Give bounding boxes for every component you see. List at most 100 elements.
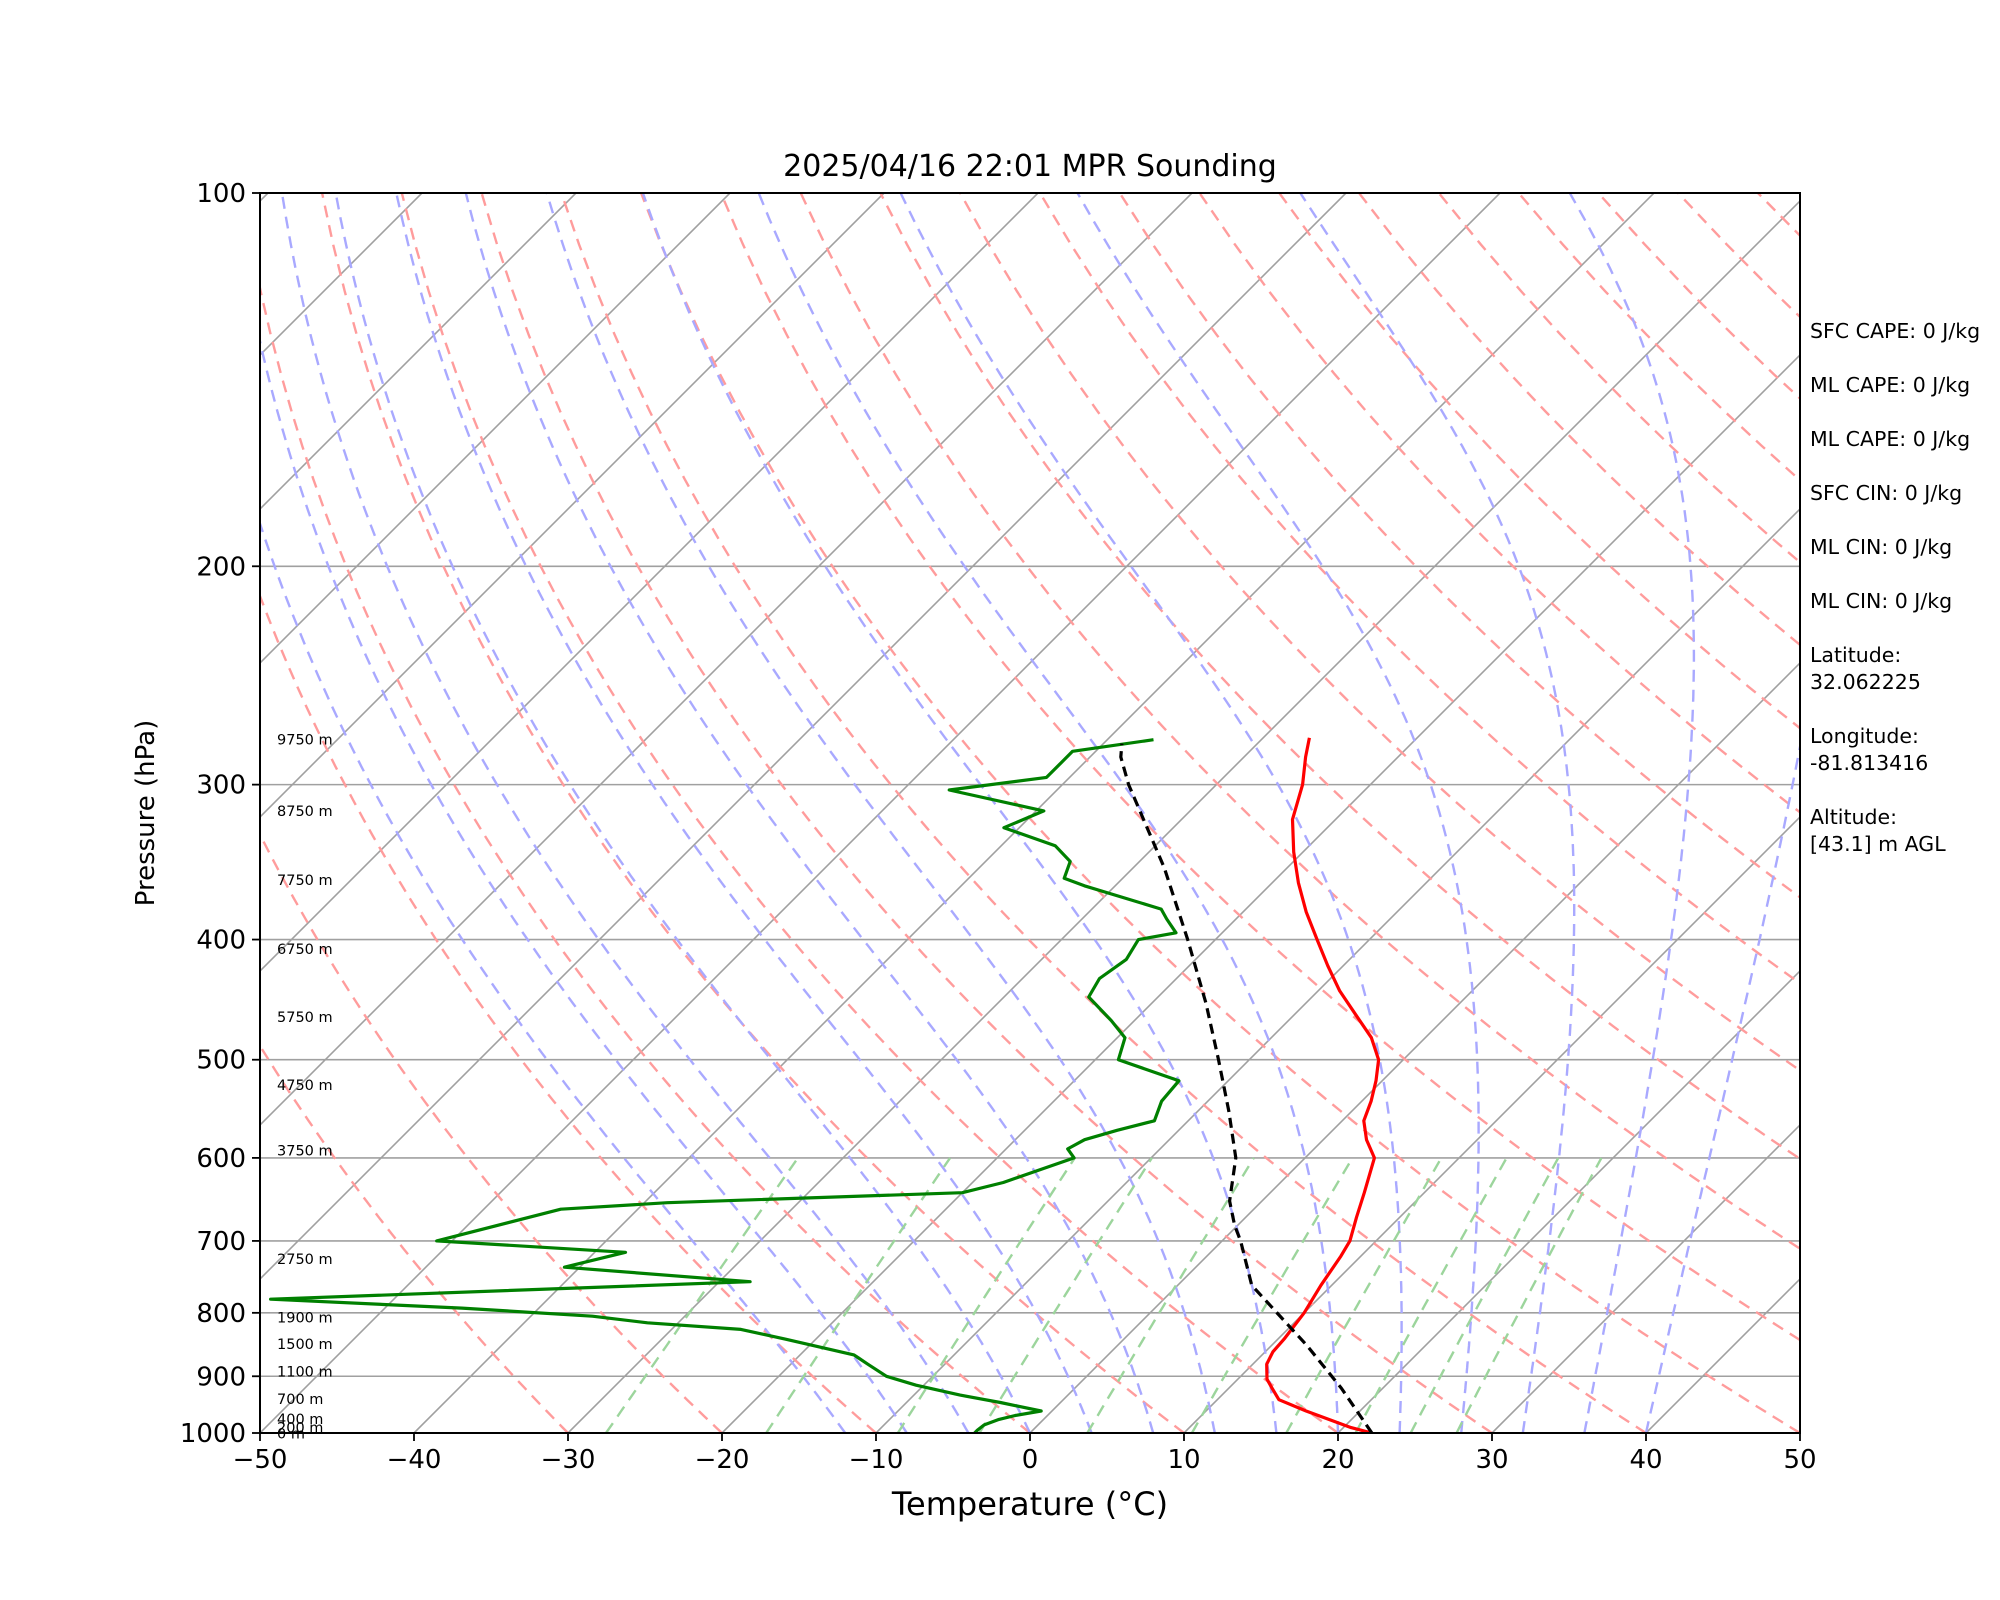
height-label: 3750 m	[277, 1144, 333, 1160]
x-tick-label: −20	[695, 1445, 750, 1475]
height-label: 1100 m	[277, 1364, 333, 1380]
dry-adiabat	[480, 193, 1493, 1433]
stat-line: ML CAPE: 0 J/kg	[1810, 373, 1971, 397]
moist-adiabat	[899, 193, 1403, 1433]
dry-adiabat	[1198, 193, 1800, 814]
height-label: 1900 m	[277, 1311, 333, 1327]
isotherm--30	[567, 199, 1800, 1433]
y-tick-label: 1000	[180, 1419, 246, 1449]
isotherm--110	[260, 193, 577, 511]
parcel-profile	[1119, 743, 1374, 1433]
altitude-label: Altitude:	[1810, 805, 1898, 829]
x-tick-label: −10	[849, 1445, 904, 1475]
isotherm--70	[260, 193, 1193, 1127]
height-label: 4750 m	[277, 1078, 333, 1094]
height-label: 0 m	[277, 1427, 305, 1443]
stat-line: ML CIN: 0 J/kg	[1810, 589, 1953, 613]
dry-adiabat	[320, 193, 1185, 1433]
x-tick-label: 20	[1321, 1445, 1354, 1475]
x-tick-label: 0	[1022, 1445, 1039, 1475]
y-tick-label: 700	[196, 1227, 246, 1257]
latitude-value: 32.062225	[1810, 670, 1921, 694]
stat-list: SFC CAPE: 0 J/kg ML CAPE: 0 J/kg ML CAPE: …	[1810, 318, 1995, 642]
isotherm--80	[260, 193, 1039, 973]
height-label: 9750 m	[277, 733, 333, 749]
height-label: 400 m	[277, 1412, 323, 1428]
moist-adiabat	[757, 193, 1340, 1433]
y-tick-label: 800	[196, 1299, 246, 1329]
moist-adiabat	[641, 193, 1278, 1433]
y-tick-label: 500	[196, 1046, 246, 1076]
isotherm--50	[260, 193, 1501, 1433]
stat-line: ML CIN: 0 J/kg	[1810, 535, 1953, 559]
y-tick-label: 600	[196, 1144, 246, 1174]
dry-adiabat	[879, 193, 1800, 1161]
dry-adiabat	[560, 193, 1647, 1433]
moist-adiabat	[1568, 193, 1696, 1433]
moist-adiabat	[334, 193, 1032, 1433]
isotherm-30	[1491, 1123, 1800, 1433]
temperature-profile	[1265, 737, 1381, 1433]
dry-adiabat	[1118, 193, 1800, 899]
height-label: 2750 m	[277, 1252, 333, 1268]
mixing-ratio-line	[1455, 1157, 1603, 1433]
moist-adiabat	[280, 193, 970, 1433]
mixing-ratio-line	[1086, 1157, 1255, 1433]
dry-adiabat	[1278, 193, 1800, 730]
dry-adiabat	[1038, 193, 1800, 985]
y-tick-label: 400	[196, 926, 246, 956]
dry-adiabat	[799, 193, 1800, 1251]
isotherm--90	[260, 193, 885, 819]
height-label: 700 m	[277, 1392, 323, 1408]
mixing-ratio-line	[1190, 1157, 1354, 1433]
isotherm--60	[260, 193, 1347, 1281]
dry-adiabat	[260, 1043, 569, 1433]
longitude-value: -81.813416	[1810, 751, 1929, 775]
moist-adiabat	[545, 193, 1216, 1433]
x-tick-label: 40	[1629, 1445, 1662, 1475]
dewpoint-profile	[269, 738, 1181, 1433]
y-tick-label: 900	[196, 1362, 246, 1392]
isotherm--100	[260, 193, 731, 665]
mixing-ratio-line	[1409, 1157, 1560, 1433]
moist-adiabat	[1644, 740, 1800, 1433]
longitude-label: Longitude:	[1810, 724, 1919, 748]
moist-adiabat	[260, 519, 847, 1433]
isotherm-10	[1183, 815, 1800, 1433]
longitude-block: Longitude: -81.813416	[1810, 723, 1995, 804]
dry-adiabat	[400, 193, 1339, 1433]
mixing-ratio-line	[978, 1157, 1153, 1433]
x-tick-label: 10	[1167, 1445, 1200, 1475]
moist-adiabat	[1299, 193, 1576, 1433]
mixing-ratio-line	[1354, 1157, 1508, 1433]
altitude-block: Altitude: [43.1] m AGL	[1810, 804, 1995, 885]
dry-adiabat	[260, 282, 1031, 1433]
isotherm--40	[413, 193, 1655, 1433]
x-tick-label: 50	[1783, 1445, 1816, 1475]
mixing-ratio-line	[1285, 1157, 1443, 1433]
mixing-ratio-line	[765, 1157, 952, 1433]
moist-adiabat	[464, 193, 1155, 1433]
dry-adiabat	[639, 193, 1800, 1433]
height-label: 7750 m	[277, 873, 333, 889]
moist-adiabat	[260, 335, 908, 1433]
dry-adiabat	[260, 831, 723, 1433]
x-axis-label: Temperature (°C)	[891, 1485, 1168, 1523]
mixing-ratio-line	[896, 1157, 1076, 1433]
mixing-ratio-line	[605, 1157, 799, 1433]
x-tick-label: 30	[1475, 1445, 1508, 1475]
chart-title: 2025/04/16 22:01 MPR Sounding	[783, 149, 1277, 184]
altitude-value: [43.1] m AGL	[1810, 832, 1946, 856]
stat-line: SFC CIN: 0 J/kg	[1810, 481, 1963, 505]
moist-adiabat	[1076, 193, 1480, 1433]
y-tick-label: 100	[196, 179, 246, 209]
stat-line: ML CAPE: 0 J/kg	[1810, 427, 1971, 451]
latitude-label: Latitude:	[1810, 643, 1902, 667]
stat-line: SFC CAPE: 0 J/kg	[1810, 319, 1981, 343]
x-tick-label: −30	[541, 1445, 596, 1475]
isotherm-20	[1337, 969, 1800, 1433]
y-axis-label: Pressure (hPa)	[131, 720, 161, 907]
latitude-block: Latitude: 32.062225	[1810, 642, 1995, 723]
height-label: 8750 m	[277, 804, 333, 820]
